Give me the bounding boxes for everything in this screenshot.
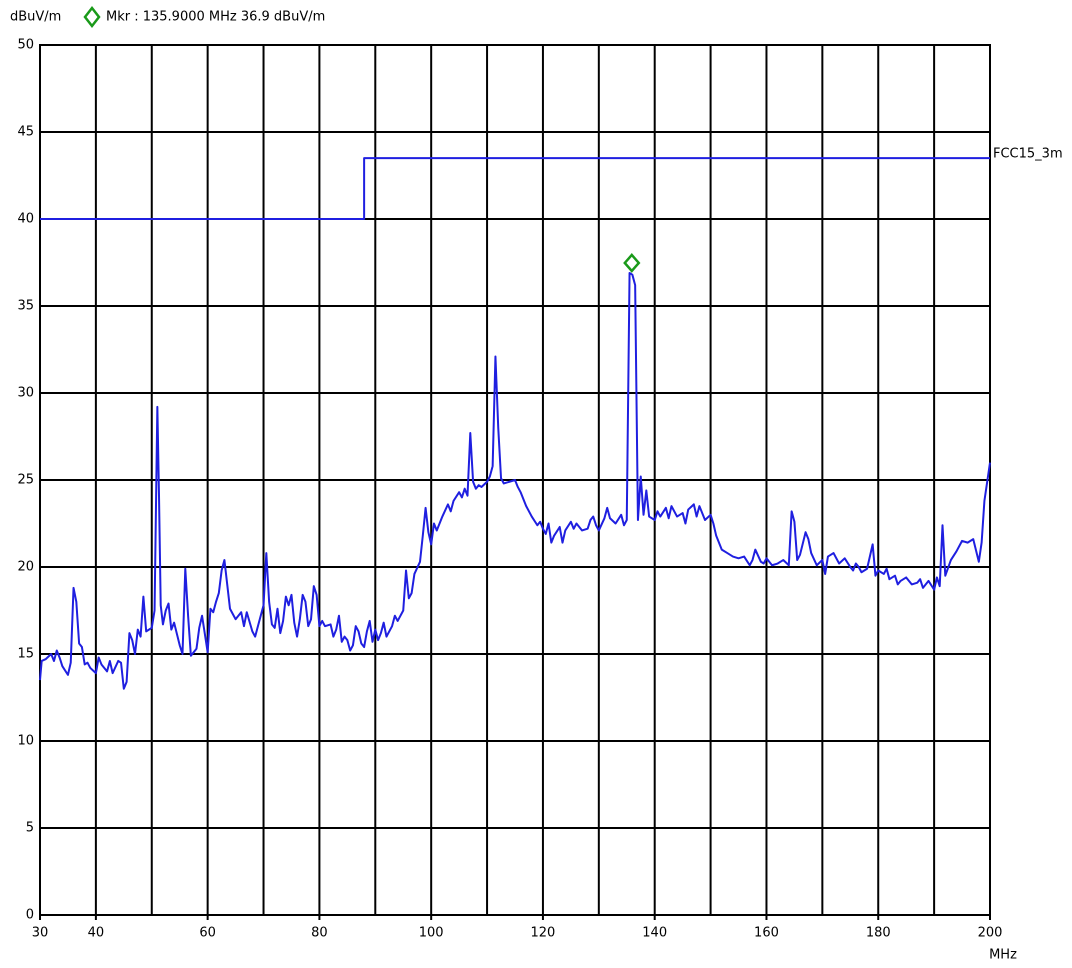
x-tick-label: 60 — [199, 926, 216, 941]
y-tick-label: 15 — [17, 647, 34, 662]
y-tick-label: 5 — [26, 821, 34, 836]
x-tick-label: 100 — [419, 926, 444, 941]
marker-readout: Mkr : 135.9000 MHz 36.9 dBuV/m — [106, 10, 325, 25]
x-tick-label: 160 — [754, 926, 779, 941]
x-tick-label: 140 — [642, 926, 667, 941]
y-tick-label: 35 — [17, 299, 34, 314]
x-tick-label: 200 — [978, 926, 1003, 941]
x-tick-label: 180 — [866, 926, 891, 941]
limit-label: FCC15_3m — [993, 147, 1063, 162]
marker-icon — [83, 5, 101, 29]
y-tick-label: 0 — [26, 908, 34, 923]
x-axis-label: MHz — [989, 948, 1017, 963]
x-tick-label: 40 — [88, 926, 105, 941]
marker — [623, 253, 641, 273]
y-tick-label: 10 — [17, 734, 34, 749]
y-tick-label: 45 — [17, 125, 34, 140]
trace — [40, 157, 990, 220]
y-axis-label: dBuV/m — [10, 10, 61, 25]
trace — [39, 271, 991, 690]
y-tick-label: 30 — [17, 386, 34, 401]
x-tick-label: 120 — [531, 926, 556, 941]
y-tick-label: 40 — [17, 212, 34, 227]
y-tick-label: 20 — [17, 560, 34, 575]
x-tick-label: 30 — [32, 926, 49, 941]
y-tick-label: 25 — [17, 473, 34, 488]
x-tick-label: 80 — [311, 926, 328, 941]
y-tick-label: 50 — [17, 38, 34, 53]
